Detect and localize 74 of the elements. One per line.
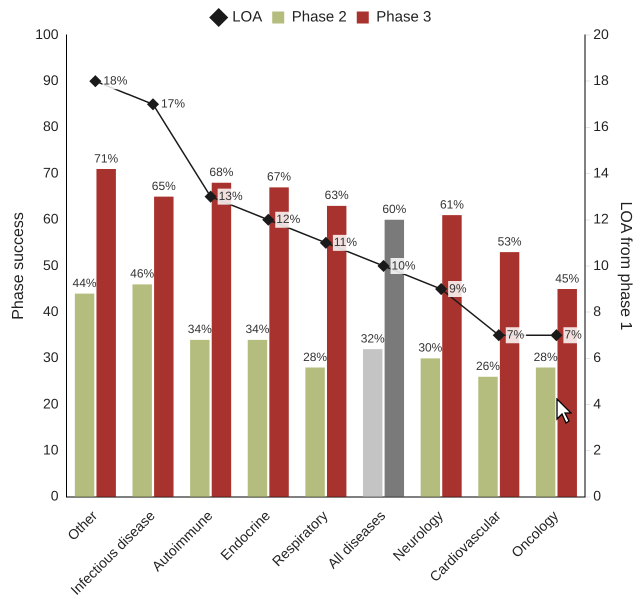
y2-tick-label: 16 [593,118,610,134]
bar [536,368,556,497]
data-label: 68% [209,165,234,180]
data-label: 32% [360,331,386,346]
y2-axis-title: LOA from phase 1 [616,201,634,331]
legend-label: Phase 3 [376,8,432,26]
y-axis-title: Phase success [10,212,28,320]
data-label: 9% [449,281,467,296]
data-label: 12% [276,212,301,226]
data-label: 7% [506,328,524,342]
y2-tick-label: 8 [593,302,602,319]
y2-tick-label: 6 [593,349,602,366]
data-label: 34% [245,322,270,336]
data-label: 28% [534,350,558,364]
data-label: 53% [498,234,522,248]
data-label: 30% [418,340,443,355]
point [147,98,159,110]
y-tick-label: 40 [42,302,59,319]
data-label: 46% [130,266,155,281]
y2-tick-label: 2 [593,442,602,458]
data-label: 10% [392,258,416,272]
point [435,283,447,295]
bar [74,294,94,497]
bar [248,340,268,497]
y-tick-label: 50 [42,256,59,273]
data-label: 13% [218,188,243,203]
y2-tick-label: 0 [593,488,602,504]
point [262,214,274,226]
data-label: 65% [152,178,176,193]
legend-label: Phase 2 [292,8,347,26]
bar [190,340,210,497]
point [493,329,505,341]
bar [362,349,382,497]
y-tick-label: 90 [42,72,59,88]
y-tick-label: 30 [42,349,59,366]
point [320,237,332,249]
bar [478,376,498,497]
bar [96,168,116,497]
point [90,75,102,87]
y2-tick-label: 10 [593,256,610,273]
data-label: 71% [94,151,119,166]
y-tick-label: 10 [42,442,59,458]
legend-label: LOA [232,8,262,26]
y2-tick-label: 4 [593,395,602,412]
bar [132,284,152,497]
bar [154,196,174,497]
bar [420,358,440,497]
data-label: 61% [440,197,464,212]
data-label: 18% [103,74,128,88]
data-label: 44% [72,276,97,290]
data-label: 45% [555,271,580,286]
y2-tick-label: 20 [593,26,610,42]
y2-tick-label: 14 [593,164,610,180]
data-label: 11% [334,235,358,250]
y-tick-label: 60 [42,210,59,227]
y-tick-label: 80 [42,118,59,134]
y-tick-label: 70 [42,164,59,180]
y2-tick-label: 12 [593,210,610,227]
data-label: 26% [476,359,500,374]
point [550,329,562,341]
y2-tick-label: 18 [593,72,610,88]
data-label: 34% [188,322,212,336]
data-label: 17% [161,96,186,111]
y-tick-label: 0 [50,488,59,504]
data-label: 67% [267,170,292,184]
y-tick-label: 20 [42,395,59,412]
data-label: 63% [324,188,350,202]
data-label: 28% [303,350,328,364]
data-label: 7% [564,328,582,342]
point [378,260,390,272]
y-tick-label: 100 [35,26,59,42]
point [204,190,216,202]
bar [305,368,325,497]
data-label: 60% [382,202,407,216]
